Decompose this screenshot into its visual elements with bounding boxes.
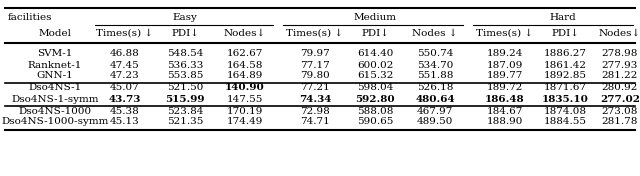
Text: 1871.67: 1871.67 [543, 83, 586, 93]
Text: 551.88: 551.88 [417, 71, 453, 80]
Text: 1874.08: 1874.08 [543, 106, 586, 115]
Text: 536.33: 536.33 [167, 61, 203, 70]
Text: 45.07: 45.07 [110, 83, 140, 93]
Text: 74.71: 74.71 [300, 118, 330, 127]
Text: Nodes↓: Nodes↓ [224, 29, 266, 37]
Text: 489.50: 489.50 [417, 118, 453, 127]
Text: 548.54: 548.54 [167, 49, 203, 58]
Text: PDI↓: PDI↓ [361, 29, 389, 37]
Text: facilities: facilities [8, 14, 52, 23]
Text: 600.02: 600.02 [357, 61, 393, 70]
Text: Times(s) ↓: Times(s) ↓ [287, 29, 344, 37]
Text: 277.93: 277.93 [602, 61, 638, 70]
Text: 534.70: 534.70 [417, 61, 453, 70]
Text: 170.19: 170.19 [227, 106, 263, 115]
Text: 273.08: 273.08 [602, 106, 638, 115]
Text: 189.24: 189.24 [487, 49, 523, 58]
Text: Times(s) ↓: Times(s) ↓ [97, 29, 154, 37]
Text: 47.23: 47.23 [110, 71, 140, 80]
Text: 72.98: 72.98 [300, 106, 330, 115]
Text: 1892.85: 1892.85 [543, 71, 586, 80]
Text: 550.74: 550.74 [417, 49, 453, 58]
Text: Nodes ↓: Nodes ↓ [412, 29, 458, 37]
Text: Model: Model [38, 29, 72, 37]
Text: PDI↓: PDI↓ [171, 29, 199, 37]
Text: 1886.27: 1886.27 [543, 49, 586, 58]
Text: Dso4NS-1000-symm: Dso4NS-1000-symm [1, 118, 109, 127]
Text: 77.17: 77.17 [300, 61, 330, 70]
Text: 598.04: 598.04 [357, 83, 393, 93]
Text: 1861.42: 1861.42 [543, 61, 586, 70]
Text: 480.64: 480.64 [415, 95, 455, 103]
Text: 174.49: 174.49 [227, 118, 263, 127]
Text: 164.89: 164.89 [227, 71, 263, 80]
Text: Times(s) ↓: Times(s) ↓ [476, 29, 534, 37]
Text: 79.80: 79.80 [300, 71, 330, 80]
Text: 187.09: 187.09 [487, 61, 523, 70]
Text: 140.90: 140.90 [225, 83, 265, 93]
Text: 553.85: 553.85 [167, 71, 203, 80]
Text: PDI↓: PDI↓ [551, 29, 579, 37]
Text: 1884.55: 1884.55 [543, 118, 586, 127]
Text: 523.84: 523.84 [167, 106, 203, 115]
Text: 45.13: 45.13 [110, 118, 140, 127]
Text: 77.21: 77.21 [300, 83, 330, 93]
Text: 47.45: 47.45 [110, 61, 140, 70]
Text: 1835.10: 1835.10 [541, 95, 588, 103]
Text: 147.55: 147.55 [227, 95, 263, 103]
Text: Easy: Easy [173, 14, 197, 23]
Text: 189.77: 189.77 [487, 71, 523, 80]
Text: 186.48: 186.48 [485, 95, 525, 103]
Text: 162.67: 162.67 [227, 49, 263, 58]
Text: SVM-1: SVM-1 [37, 49, 73, 58]
Text: 189.72: 189.72 [487, 83, 523, 93]
Text: Ranknet-1: Ranknet-1 [28, 61, 82, 70]
Text: 277.02: 277.02 [600, 95, 640, 103]
Text: 614.40: 614.40 [357, 49, 393, 58]
Text: 521.50: 521.50 [167, 83, 203, 93]
Text: Hard: Hard [549, 14, 576, 23]
Text: Nodes↓: Nodes↓ [599, 29, 640, 37]
Text: 615.32: 615.32 [357, 71, 393, 80]
Text: GNN-1: GNN-1 [36, 71, 74, 80]
Text: 164.58: 164.58 [227, 61, 263, 70]
Text: Dso4NS-1: Dso4NS-1 [28, 83, 82, 93]
Text: Dso4NS-1-symm: Dso4NS-1-symm [12, 95, 99, 103]
Text: 590.65: 590.65 [357, 118, 393, 127]
Text: 467.97: 467.97 [417, 106, 453, 115]
Text: 278.98: 278.98 [602, 49, 638, 58]
Text: 45.38: 45.38 [110, 106, 140, 115]
Text: 281.78: 281.78 [602, 118, 638, 127]
Text: 46.88: 46.88 [110, 49, 140, 58]
Text: 592.80: 592.80 [355, 95, 395, 103]
Text: 515.99: 515.99 [165, 95, 205, 103]
Text: 188.90: 188.90 [487, 118, 523, 127]
Text: Medium: Medium [353, 14, 397, 23]
Text: 281.22: 281.22 [602, 71, 638, 80]
Text: Dso4NS-1000: Dso4NS-1000 [19, 106, 92, 115]
Text: 74.34: 74.34 [299, 95, 331, 103]
Text: 521.35: 521.35 [167, 118, 203, 127]
Text: 43.73: 43.73 [109, 95, 141, 103]
Text: 184.67: 184.67 [487, 106, 523, 115]
Text: 588.08: 588.08 [357, 106, 393, 115]
Text: 280.92: 280.92 [602, 83, 638, 93]
Text: 526.18: 526.18 [417, 83, 453, 93]
Text: 79.97: 79.97 [300, 49, 330, 58]
